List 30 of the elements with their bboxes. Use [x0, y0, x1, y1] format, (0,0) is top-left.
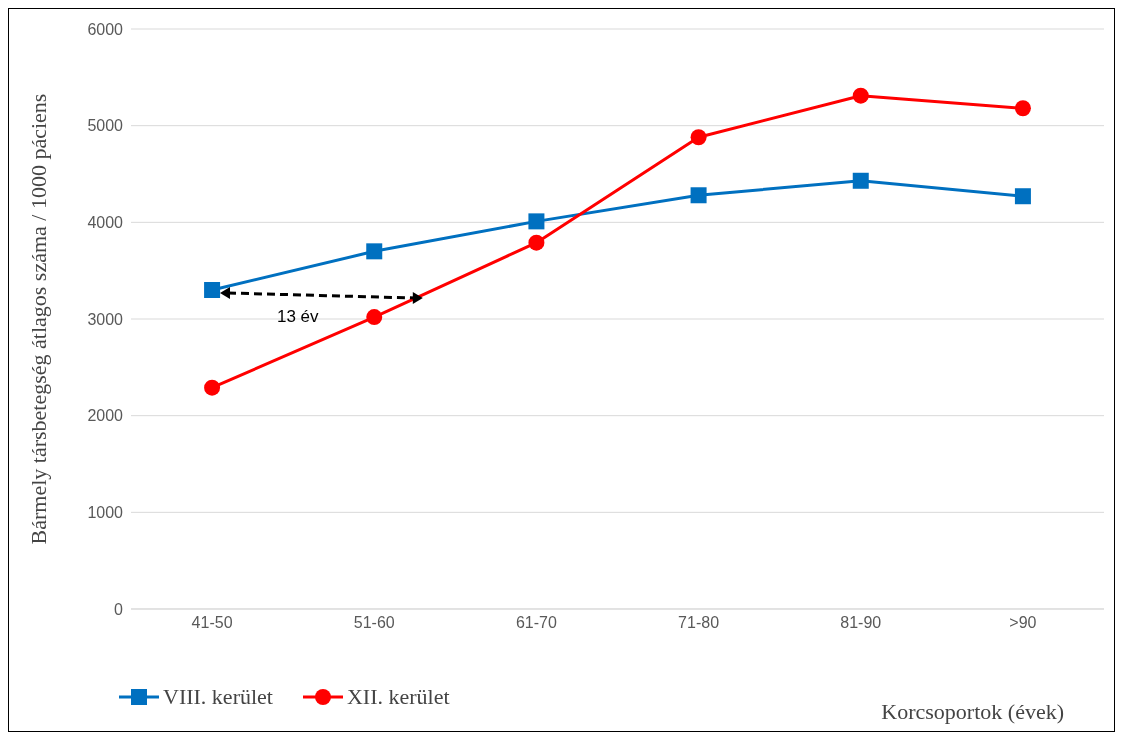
y-tick-label: 2000	[87, 407, 124, 425]
x-tick-label: 71-80	[678, 614, 720, 632]
y-tick-label: 5000	[87, 117, 124, 135]
point	[852, 172, 869, 189]
point	[528, 213, 545, 230]
point	[1014, 188, 1031, 205]
y-axis-title: Bármely társbetegség átlagos száma / 1000 páciens	[26, 93, 52, 545]
x-axis-title: Korcsoportok (évek)	[881, 699, 1064, 725]
x-tick-label: 51-60	[353, 614, 395, 632]
point	[1014, 100, 1031, 117]
point	[366, 243, 383, 260]
point	[204, 379, 221, 396]
y-tick-label: 1000	[87, 504, 124, 522]
x-tick-label: 81-90	[840, 614, 882, 632]
point	[204, 282, 221, 298]
point	[690, 129, 707, 146]
y-tick-label: 6000	[87, 20, 124, 38]
y-tick-label: 0	[114, 600, 124, 618]
point	[852, 87, 869, 104]
x-tick-label: 61-70	[515, 614, 557, 632]
point	[690, 187, 707, 204]
x-tick-label: 41-50	[191, 614, 233, 632]
point	[366, 309, 383, 326]
y-tick-label: 4000	[87, 214, 124, 232]
x-tick-label: >90	[1009, 614, 1037, 632]
y-tick-label: 3000	[87, 310, 124, 328]
legend-label: VIII. kerület	[163, 684, 273, 710]
legend-label: XII. kerület	[346, 684, 450, 710]
annotation: 13 év	[276, 307, 319, 327]
point	[528, 234, 545, 251]
